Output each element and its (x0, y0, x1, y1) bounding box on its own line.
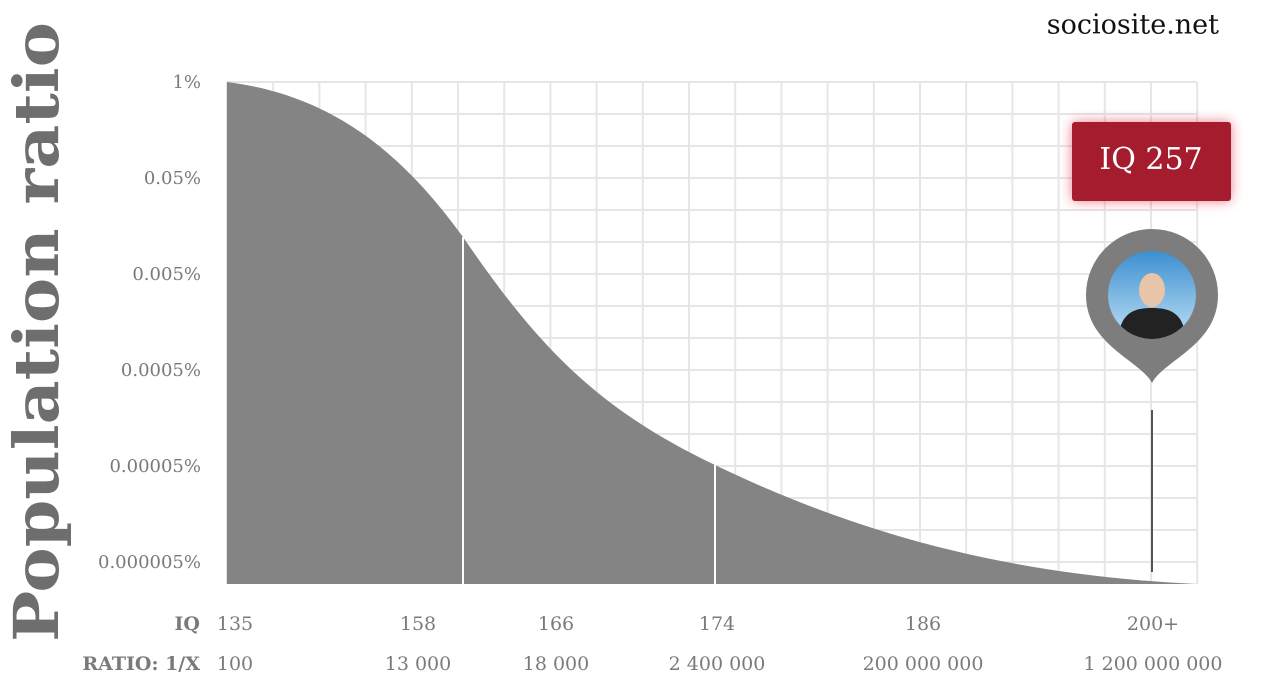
badge (1072, 122, 1231, 201)
y-tick-label: 0.005% (132, 264, 201, 285)
y-tick-label: 1% (172, 72, 201, 93)
row-label: IQ (175, 613, 200, 635)
ratio-value: 13 000 (385, 653, 451, 675)
badge-text: IQ 257 (1099, 142, 1202, 177)
ratio-value: 1 200 000 000 (1083, 653, 1222, 675)
iq-value: 135 (217, 613, 253, 635)
y-axis-title: Population ratio (0, 22, 73, 642)
site-name: sociosite.net (1047, 10, 1219, 41)
iq-value: 200+ (1127, 613, 1179, 635)
distribution-curve (227, 82, 1197, 584)
ratio-value: 200 000 000 (863, 653, 984, 675)
y-tick-label: 0.05% (144, 168, 201, 189)
y-tick-label: 0.00005% (109, 456, 201, 477)
y-tick-label: 0.0005% (121, 360, 201, 381)
grid (226, 81, 1199, 584)
iq-value: 158 (400, 613, 436, 635)
iq-value: 186 (905, 613, 941, 635)
row-label: RATIO: 1/X (82, 653, 200, 675)
iq-value: 166 (538, 613, 574, 635)
ratio-value: 2 400 000 (669, 653, 766, 675)
y-tick-label: 0.000005% (98, 552, 201, 573)
ratio-value: 100 (217, 653, 253, 675)
iq-value: 174 (699, 613, 735, 635)
avatar (1108, 251, 1196, 339)
ratio-value: 18 000 (523, 653, 589, 675)
